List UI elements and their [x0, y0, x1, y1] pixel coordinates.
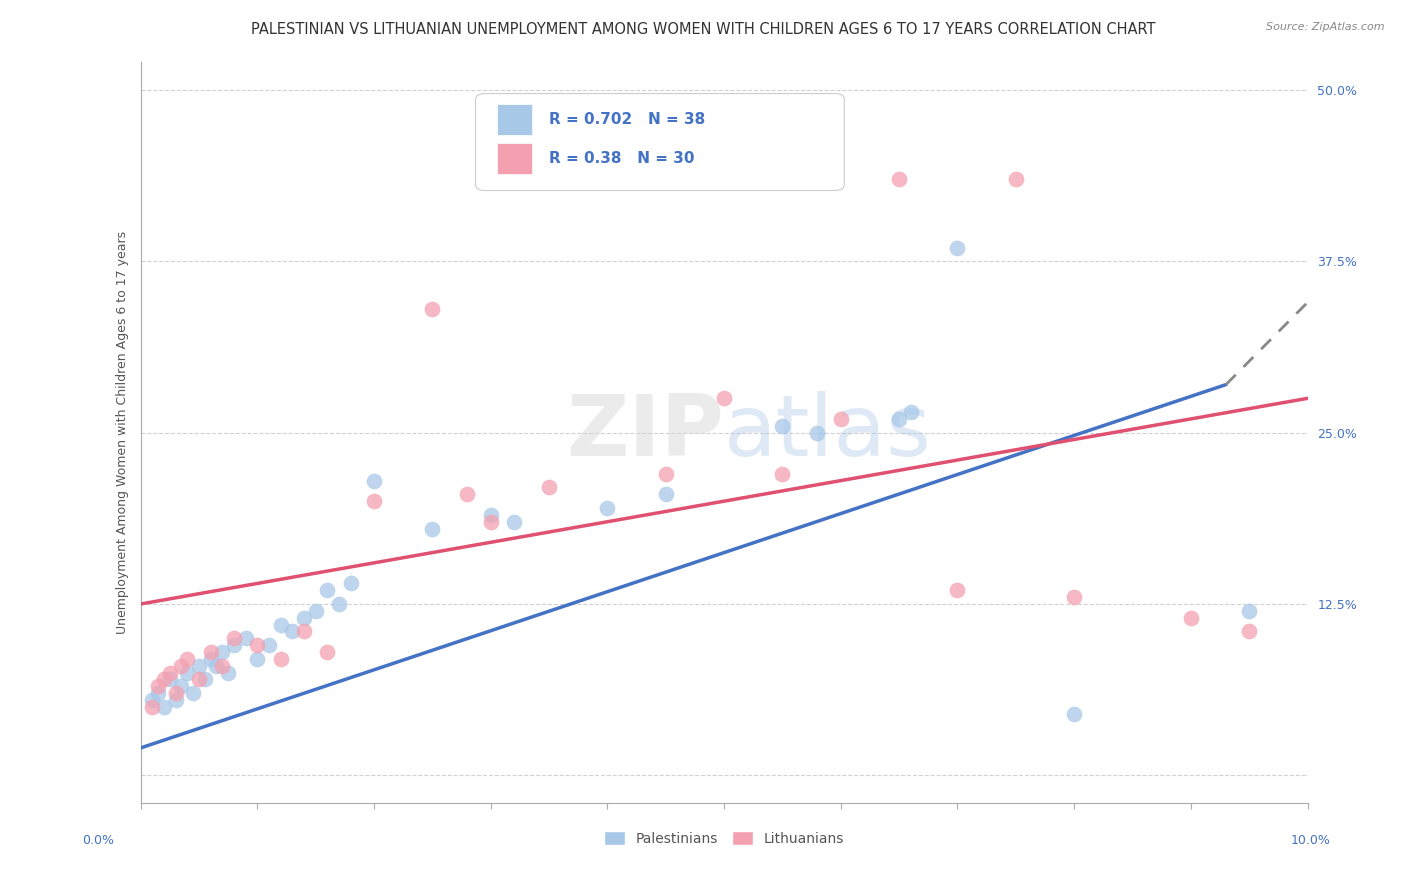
- Point: [772, 467, 794, 481]
- Point: [305, 604, 328, 618]
- Point: [165, 686, 187, 700]
- Point: [200, 645, 222, 659]
- Point: [946, 240, 969, 255]
- Text: Source: ZipAtlas.com: Source: ZipAtlas.com: [1267, 22, 1385, 32]
- Point: [900, 405, 922, 419]
- Point: [281, 624, 304, 639]
- Point: [503, 515, 526, 529]
- Point: [1063, 590, 1085, 604]
- Point: [217, 665, 239, 680]
- Point: [456, 487, 478, 501]
- Text: 10.0%: 10.0%: [1291, 833, 1331, 847]
- Point: [270, 617, 292, 632]
- Point: [830, 412, 852, 426]
- Point: [153, 699, 176, 714]
- Point: [806, 425, 828, 440]
- Point: [246, 638, 269, 652]
- Text: atlas: atlas: [724, 391, 932, 475]
- Point: [339, 576, 361, 591]
- Point: [1239, 604, 1261, 618]
- Point: [176, 652, 198, 666]
- Point: [153, 673, 176, 687]
- Point: [479, 515, 502, 529]
- Point: [1180, 611, 1202, 625]
- Point: [1063, 706, 1085, 721]
- Text: PALESTINIAN VS LITHUANIAN UNEMPLOYMENT AMONG WOMEN WITH CHILDREN AGES 6 TO 17 YE: PALESTINIAN VS LITHUANIAN UNEMPLOYMENT A…: [250, 22, 1156, 37]
- FancyBboxPatch shape: [475, 94, 844, 191]
- Point: [211, 645, 233, 659]
- Point: [159, 673, 181, 687]
- Point: [222, 638, 245, 652]
- Point: [422, 302, 444, 317]
- Point: [292, 624, 315, 639]
- Point: [316, 645, 339, 659]
- Point: [889, 412, 911, 426]
- Point: [1005, 172, 1028, 186]
- Text: R = 0.38   N = 30: R = 0.38 N = 30: [548, 152, 695, 166]
- Point: [141, 693, 163, 707]
- Point: [422, 522, 444, 536]
- Point: [222, 632, 245, 646]
- FancyBboxPatch shape: [496, 144, 531, 174]
- Text: 0.0%: 0.0%: [82, 833, 114, 847]
- Point: [538, 480, 561, 494]
- Point: [159, 665, 181, 680]
- Point: [205, 658, 228, 673]
- FancyBboxPatch shape: [496, 104, 531, 136]
- Point: [188, 673, 211, 687]
- Point: [479, 508, 502, 522]
- Legend: Palestinians, Lithuanians: Palestinians, Lithuanians: [599, 825, 849, 851]
- Text: ZIP: ZIP: [567, 391, 724, 475]
- Point: [1239, 624, 1261, 639]
- Point: [257, 638, 280, 652]
- Point: [176, 665, 198, 680]
- Point: [181, 686, 204, 700]
- Point: [188, 658, 211, 673]
- Point: [328, 597, 350, 611]
- Point: [165, 693, 187, 707]
- Point: [235, 632, 257, 646]
- Point: [596, 501, 619, 516]
- Point: [655, 487, 678, 501]
- Point: [141, 699, 163, 714]
- Point: [146, 679, 169, 693]
- Point: [246, 652, 269, 666]
- Point: [889, 172, 911, 186]
- Point: [194, 673, 217, 687]
- Point: [200, 652, 222, 666]
- Point: [270, 652, 292, 666]
- Point: [655, 467, 678, 481]
- Point: [170, 679, 193, 693]
- Point: [211, 658, 233, 673]
- Point: [946, 583, 969, 598]
- Point: [292, 611, 315, 625]
- Point: [170, 658, 193, 673]
- Point: [772, 418, 794, 433]
- Point: [713, 392, 735, 406]
- Point: [363, 474, 385, 488]
- Point: [146, 686, 169, 700]
- Text: R = 0.702   N = 38: R = 0.702 N = 38: [548, 112, 706, 128]
- Y-axis label: Unemployment Among Women with Children Ages 6 to 17 years: Unemployment Among Women with Children A…: [117, 231, 129, 634]
- Point: [363, 494, 385, 508]
- Point: [316, 583, 339, 598]
